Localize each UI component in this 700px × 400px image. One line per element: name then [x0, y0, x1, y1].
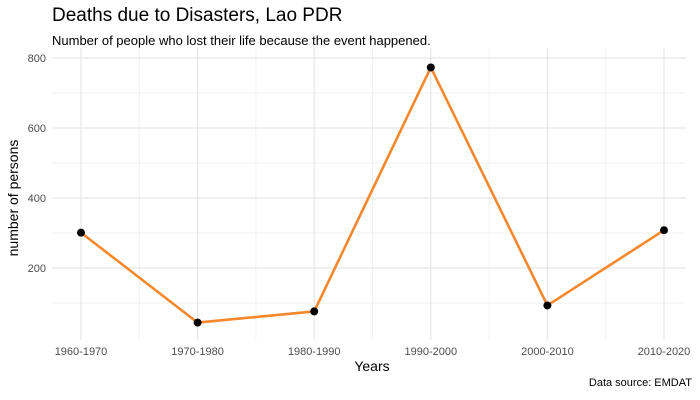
x-tick-label: 1970-1980	[171, 346, 224, 358]
y-tick-label: 200	[28, 263, 46, 275]
x-tick-label: 1980-1990	[288, 346, 341, 358]
chart-subtitle: Number of people who lost their life bec…	[52, 33, 431, 48]
series-line-group	[79, 66, 666, 324]
data-point	[193, 318, 202, 327]
x-tick-label: 1960-1970	[55, 346, 108, 358]
series-line	[79, 66, 666, 324]
data-point	[543, 301, 552, 310]
x-tick-label: 2010-2020	[638, 346, 691, 358]
data-point	[660, 226, 668, 235]
chart-caption: Data source: EMDAT	[588, 377, 692, 389]
chart-title: Deaths due to Disasters, Lao PDR	[52, 5, 343, 26]
y-axis-title: number of persons	[5, 140, 21, 257]
data-point	[77, 228, 85, 237]
x-axis-title: Years	[354, 358, 389, 374]
grid-lines	[52, 48, 686, 340]
x-axis-ticks: 1960-1970 1970-1980 1980-1990 1990-2000 2000…	[55, 346, 691, 358]
y-tick-label: 600	[28, 123, 46, 135]
data-point	[426, 63, 435, 72]
y-axis-ticks: 200 400 600 800	[28, 53, 46, 275]
y-tick-label: 400	[28, 193, 46, 205]
x-tick-label: 1990-2000	[404, 346, 457, 358]
x-tick-label: 2000-2010	[521, 346, 574, 358]
data-point	[310, 307, 319, 316]
series-points-group	[77, 63, 668, 327]
y-tick-label: 800	[28, 53, 46, 65]
